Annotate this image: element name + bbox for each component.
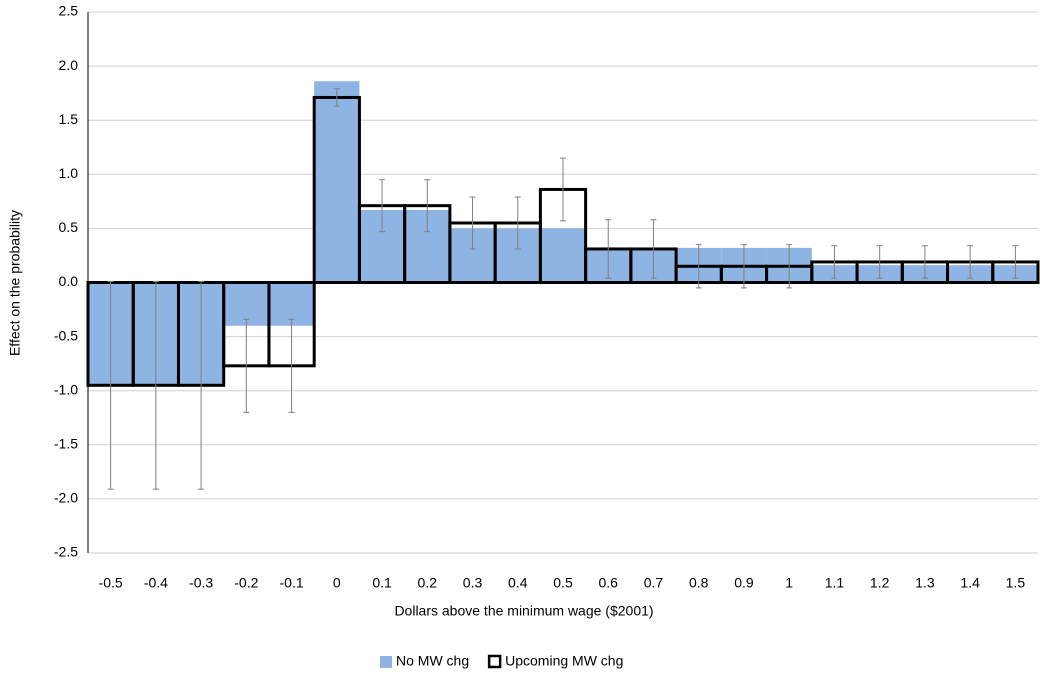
error-bar <box>288 318 295 413</box>
x-tick-label: 1.4 <box>960 575 980 591</box>
legend-swatch <box>380 656 392 668</box>
error-bar <box>107 280 114 490</box>
x-tick-label: 1.2 <box>870 575 890 591</box>
y-tick-label: -0.5 <box>54 327 78 343</box>
x-tick-label: -0.3 <box>189 575 213 591</box>
error-bar <box>605 219 612 279</box>
error-bar <box>514 196 521 250</box>
x-tick-label: 0.3 <box>463 575 483 591</box>
legend-swatch <box>487 654 502 669</box>
y-tick-label: -1.5 <box>54 436 78 452</box>
error-bar <box>198 280 205 490</box>
error-bar <box>1012 245 1019 279</box>
x-tick-label: 0.1 <box>372 575 392 591</box>
y-axis-label: Effect on the probability <box>7 210 23 356</box>
bar <box>314 81 360 283</box>
error-bar <box>831 245 838 279</box>
y-tick-label: 2.5 <box>59 3 79 19</box>
x-tick-label: 0.9 <box>734 575 754 591</box>
error-bar <box>650 219 657 279</box>
x-tick-label: 0.5 <box>553 575 573 591</box>
x-tick-label: 0 <box>333 575 341 591</box>
bar <box>540 228 586 283</box>
error-bar <box>967 245 974 279</box>
error-bar <box>876 245 883 279</box>
y-tick-label: -2.5 <box>54 544 78 560</box>
error-bar <box>786 244 793 289</box>
x-tick-label: 0.7 <box>644 575 664 591</box>
y-tick-label: 2.0 <box>59 57 79 73</box>
y-tick-label: 1.0 <box>59 165 79 181</box>
error-bar <box>695 244 702 289</box>
y-tick-label: 0.5 <box>59 219 79 235</box>
x-tick-label: 1.1 <box>825 575 845 591</box>
x-tick-label: 0.2 <box>418 575 438 591</box>
error-bar <box>921 245 928 279</box>
x-tick-label: -0.4 <box>144 575 168 591</box>
error-bar <box>469 196 476 250</box>
x-tick-label: 1.3 <box>915 575 935 591</box>
x-tick-label: -0.2 <box>234 575 258 591</box>
x-tick-label: 0.4 <box>508 575 528 591</box>
bar <box>223 282 269 326</box>
error-bar <box>740 244 747 289</box>
error-bar <box>333 88 340 107</box>
error-bar <box>152 280 159 490</box>
bar <box>268 282 315 326</box>
x-tick-label: -0.5 <box>99 575 123 591</box>
error-bar <box>560 157 566 222</box>
x-axis-label: Dollars above the minimum wage ($2001) <box>394 603 653 619</box>
x-tick-label: 1.5 <box>1006 575 1026 591</box>
error-bar <box>243 318 250 413</box>
y-tick-label: 0.0 <box>59 273 79 289</box>
y-tick-label: 1.5 <box>59 111 79 127</box>
error-bar <box>424 179 431 233</box>
x-tick-label: 1 <box>785 575 793 591</box>
legend-label: Upcoming MW chg <box>505 653 623 669</box>
y-tick-label: -1.0 <box>54 381 78 397</box>
legend-label: No MW chg <box>396 653 469 669</box>
x-tick-label: 0.6 <box>599 575 619 591</box>
y-tick-label: -2.0 <box>54 490 78 506</box>
error-bar <box>379 179 386 233</box>
x-tick-label: 0.8 <box>689 575 709 591</box>
x-tick-label: -0.1 <box>280 575 304 591</box>
